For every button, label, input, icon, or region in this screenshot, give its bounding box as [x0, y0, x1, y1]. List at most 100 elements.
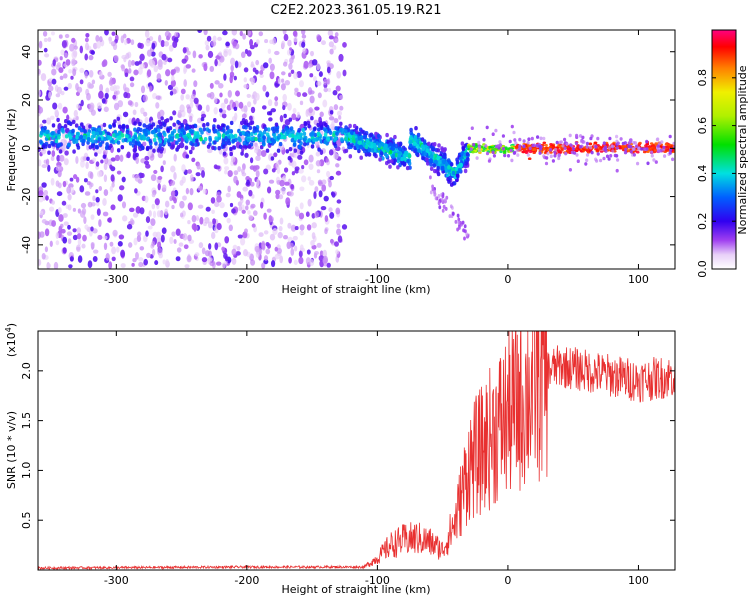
spectrogram-cell — [103, 162, 108, 171]
snr-x-tick-label: -300 — [104, 574, 129, 587]
spectrogram-cell — [602, 141, 606, 145]
spectrogram-cell — [572, 151, 577, 155]
spectrogram-cell — [659, 145, 663, 148]
spectrogram-cell — [459, 162, 464, 168]
spectrogram-cell — [173, 153, 177, 162]
spectrogram-cell — [130, 60, 136, 66]
spectrogram-cell — [314, 250, 319, 256]
spectrogram-cell — [272, 37, 277, 45]
spectrogram-cell — [224, 141, 228, 146]
spectrogram-cell — [221, 246, 225, 252]
spectrogram-cell — [539, 136, 543, 141]
spectrogram-cell — [563, 146, 567, 151]
spectrogram-cell — [192, 50, 197, 59]
spectrogram-cell — [135, 206, 141, 214]
spectrogram-cell — [313, 126, 317, 131]
spectrogram-cell — [75, 156, 79, 164]
spectrogram-cell — [417, 148, 422, 153]
spectrogram-cell — [60, 49, 65, 56]
spectrogram-cell — [112, 133, 116, 138]
spectrogram-cell — [199, 216, 204, 225]
spectrogram-cell — [61, 40, 67, 49]
spectrogram-cell — [436, 165, 441, 171]
spectrogram-cell — [265, 164, 271, 171]
spectrogram-cell — [65, 59, 71, 66]
spectrogram-cell — [117, 194, 123, 202]
spectrogram-cell — [129, 218, 134, 224]
spectrogram-cell — [311, 59, 318, 66]
spectrogram-cell — [118, 185, 125, 191]
spectrogram-cell — [280, 134, 284, 140]
spectrogram-cell — [62, 236, 68, 244]
spectrogram-cell — [310, 240, 315, 247]
spectrogram-cell — [473, 145, 478, 149]
spectrogram-cell — [268, 57, 272, 64]
spectrogram-cell — [305, 211, 310, 217]
spectrogram-cell — [457, 220, 461, 225]
spectrogram-cell — [51, 220, 57, 227]
spectrogram-cell — [248, 189, 253, 197]
spectrogram-cell — [197, 185, 203, 191]
spectrogram-cell — [176, 145, 181, 150]
spectrogram-cell — [282, 93, 287, 102]
spectrogram-cell — [431, 184, 434, 189]
spectrogram-cell — [76, 232, 82, 240]
spectrogram-cell — [52, 102, 58, 110]
spectrogram-cell — [170, 190, 176, 198]
spectrogram-cell — [348, 134, 353, 139]
spectrogram-cell — [335, 163, 340, 168]
spectrogram-cell — [282, 61, 288, 67]
spectrogram-cell — [298, 256, 304, 265]
spectrogram-cell — [42, 119, 47, 124]
spectrogram-cell — [471, 150, 475, 154]
spectrogram-cell — [222, 151, 227, 156]
spectrogram-cell — [333, 104, 339, 111]
spectrogram-cell — [191, 68, 196, 73]
spectrogram-cell — [318, 71, 323, 78]
spectrogram-cell — [299, 80, 304, 88]
spectrogram-cell — [334, 32, 339, 37]
spectrogram-cell — [212, 35, 217, 43]
spectrogram-cell — [308, 154, 314, 163]
spectrogram-cell — [144, 30, 150, 38]
spectrogram-cell — [56, 62, 62, 68]
spectrogram-cell — [116, 135, 120, 141]
spectrogram-cell — [98, 36, 103, 43]
spectrogram-cell — [102, 198, 107, 206]
spectrogram-cell — [168, 44, 174, 52]
spectrogram-cell — [327, 30, 334, 37]
spectrogram-cell — [251, 223, 256, 228]
spectrogram-cell — [128, 242, 133, 248]
spectrogram-cell — [196, 163, 201, 170]
spectrogram-cell — [73, 109, 78, 118]
spectrogram-cell — [339, 105, 344, 111]
spectrogram-cell — [553, 153, 557, 158]
spectrogram-cell — [512, 130, 516, 135]
spectrogram-cell — [554, 147, 558, 152]
spectrogram-cell — [79, 79, 84, 85]
spectrogram-cell — [283, 33, 289, 42]
spectrogram-cell — [47, 37, 52, 42]
spectrogram-cell — [102, 122, 107, 128]
spectrogram-cell — [636, 150, 640, 154]
spectrogram-cell — [279, 179, 285, 187]
spectrogram-cell — [323, 139, 328, 145]
spectrogram-cell — [47, 150, 51, 155]
spectrogram-cell — [329, 175, 335, 181]
spectrogram-cell — [347, 128, 351, 133]
spectrogram-cell — [322, 127, 327, 132]
spectrogram-cell — [279, 217, 284, 225]
spectrogram-cell — [249, 157, 254, 164]
spectrogram-cell — [223, 98, 229, 105]
spectrogram-cell — [294, 87, 299, 93]
spectrogram-cell — [55, 240, 60, 246]
spectrogram-cell — [95, 189, 99, 194]
spectrogram-cell — [129, 82, 135, 88]
spectrogram-cell — [224, 255, 229, 262]
spectrogram-cell — [290, 224, 297, 232]
spectrogram-cell — [363, 134, 368, 139]
spectrogram-cell — [527, 137, 531, 141]
spectrogram-cell — [408, 143, 413, 148]
spectrogram-cell — [503, 153, 507, 158]
spectrogram-cell — [333, 118, 339, 124]
